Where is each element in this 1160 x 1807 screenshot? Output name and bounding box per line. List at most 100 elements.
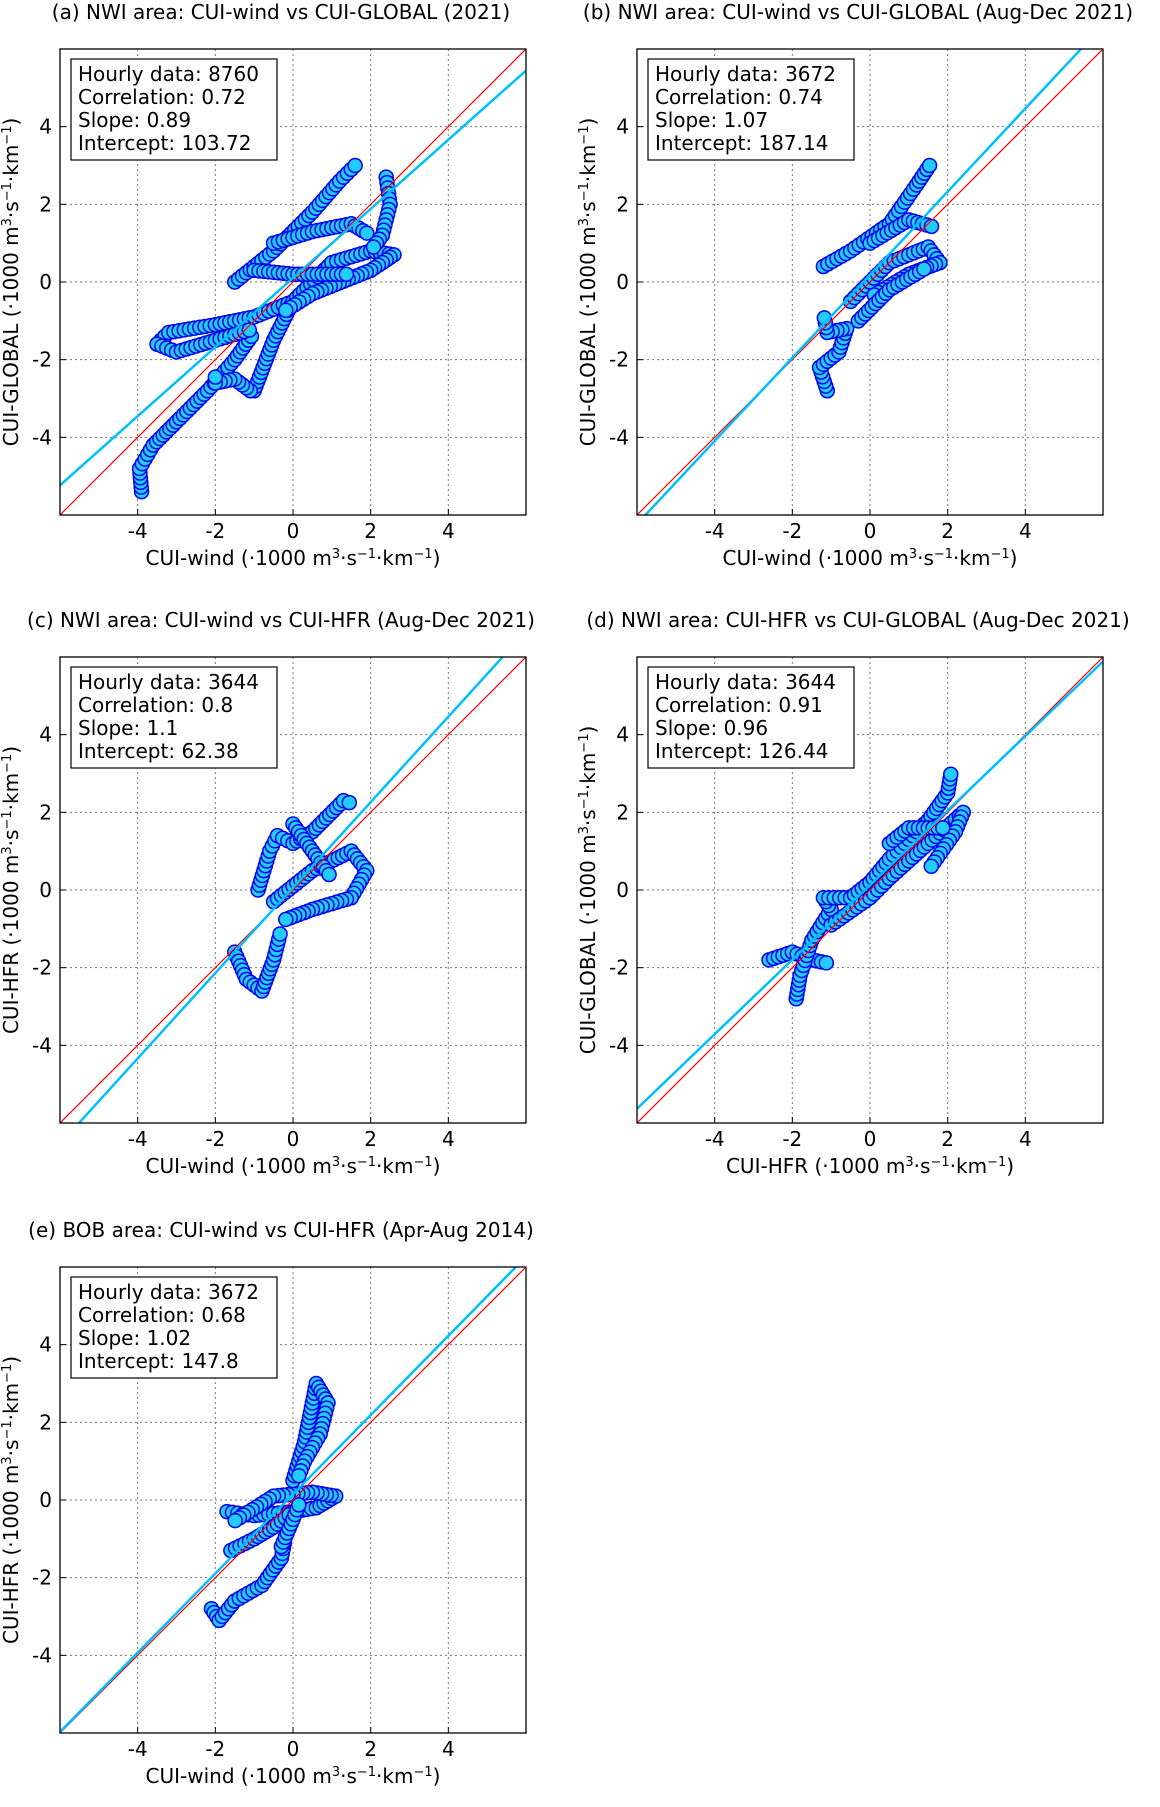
data-point — [818, 955, 835, 971]
stats-line: Hourly data: 3672 — [78, 1280, 259, 1304]
superscript: −1 — [413, 547, 432, 562]
stats-line: Intercept: 126.44 — [655, 739, 828, 763]
superscript: −1 — [577, 126, 592, 145]
data-point — [365, 239, 382, 255]
tick-label-y: -4 — [32, 425, 52, 449]
data-point — [923, 858, 940, 875]
superscript: 3 — [905, 1155, 913, 1170]
regression-line — [637, 660, 1103, 1110]
stats-line: Hourly data: 3644 — [78, 670, 259, 694]
tick-label-y: -2 — [609, 348, 629, 372]
label-part: ) — [433, 546, 441, 570]
panel-c: (c) NWI area: CUI-wind vs CUI-HFR (Aug-D… — [0, 608, 535, 1178]
regression-line — [60, 69, 526, 487]
panel-d: (d) NWI area: CUI-HFR vs CUI-GLOBAL (Aug… — [576, 608, 1130, 1178]
stats-line: Correlation: 0.68 — [78, 1303, 246, 1327]
label-part: ·km — [376, 1764, 413, 1788]
label-part: ·km — [376, 546, 413, 570]
label-part: ·s — [340, 1764, 357, 1788]
tick-label-y: 4 — [39, 723, 52, 747]
plot-area — [60, 1267, 526, 1733]
panel-a: (a) NWI area: CUI-wind vs CUI-GLOBAL (20… — [0, 0, 527, 570]
label-part: ·km — [376, 1154, 413, 1178]
superscript: −1 — [413, 1155, 432, 1170]
stats-line: Intercept: 147.8 — [78, 1349, 239, 1373]
tick-label-x: 0 — [287, 519, 300, 543]
tick-label-y: 2 — [39, 800, 52, 824]
tick-label-x: -4 — [128, 1127, 148, 1151]
y-axis-label: CUI-GLOBAL (·1000 m3·s−1·km−1) — [0, 118, 23, 447]
tick-label-y: -2 — [609, 956, 629, 980]
tick-label-x: 4 — [1019, 1127, 1032, 1151]
tick-label-y: 0 — [39, 270, 52, 294]
data-point — [921, 157, 938, 174]
superscript: −1 — [930, 1155, 949, 1170]
tick-label-x: 2 — [364, 1127, 377, 1151]
superscript: 3 — [577, 218, 592, 226]
superscript: 3 — [0, 1456, 15, 1464]
tick-label-y: 2 — [616, 192, 629, 216]
superscript: −1 — [0, 1420, 15, 1439]
data-point — [359, 225, 375, 241]
data-point — [278, 302, 294, 319]
tick-label-x: 4 — [442, 519, 455, 543]
stats-line: Slope: 1.02 — [78, 1326, 191, 1350]
tick-label-y: 4 — [39, 115, 52, 139]
chart-title: (e) BOB area: CUI-wind vs CUI-HFR (Apr-A… — [28, 1218, 534, 1242]
label-part: CUI-GLOBAL (·1000 m — [576, 226, 600, 446]
superscript: −1 — [357, 1765, 376, 1780]
label-part: ) — [433, 1154, 441, 1178]
regression-line — [77, 657, 505, 1123]
tick-label-x: 0 — [864, 519, 877, 543]
superscript: −1 — [0, 1364, 15, 1383]
tick-label-y: -2 — [32, 348, 52, 372]
label-part: ) — [1006, 1154, 1014, 1178]
tick-label-x: 2 — [364, 1737, 377, 1761]
label-part: CUI-wind (·1000 m — [146, 546, 332, 570]
x-axis-label: CUI-wind (·1000 m3·s−1·km−1) — [146, 546, 441, 570]
superscript: 3 — [332, 1155, 340, 1170]
stats-line: Slope: 0.96 — [655, 716, 768, 740]
label-part: ·km — [0, 1383, 23, 1420]
label-part: ) — [0, 118, 23, 126]
tick-label-y: 0 — [39, 878, 52, 902]
label-part: ·km — [576, 145, 600, 182]
label-part: ·s — [340, 1154, 357, 1178]
stats-line: Intercept: 187.14 — [655, 131, 828, 155]
tick-label-y: 2 — [616, 800, 629, 824]
superscript: −1 — [0, 126, 15, 145]
stats-line: Slope: 0.89 — [78, 108, 191, 132]
label-part: ·s — [0, 201, 23, 218]
superscript: 3 — [332, 547, 340, 562]
superscript: 3 — [577, 826, 592, 834]
stats-line: Correlation: 0.72 — [78, 85, 246, 109]
stats-line: Hourly data: 3672 — [655, 62, 836, 86]
y-axis-label: CUI-HFR (·1000 m3·s−1·km−1) — [0, 1356, 23, 1644]
tick-label-x: 4 — [1019, 519, 1032, 543]
tick-label-x: -4 — [128, 1737, 148, 1761]
tick-label-x: 0 — [287, 1127, 300, 1151]
label-part: ·km — [953, 546, 990, 570]
tick-label-x: 4 — [442, 1127, 455, 1151]
tick-label-y: -4 — [32, 1643, 52, 1667]
superscript: −1 — [577, 790, 592, 809]
x-axis-label: CUI-HFR (·1000 m3·s−1·km−1) — [726, 1154, 1014, 1178]
axes-frame — [59, 48, 527, 516]
label-part: ·s — [0, 830, 23, 847]
x-axis-label: CUI-wind (·1000 m3·s−1·km−1) — [146, 1764, 441, 1788]
plot-area — [60, 657, 526, 1123]
label-part: ·s — [0, 1440, 23, 1457]
superscript: −1 — [934, 547, 953, 562]
tick-label-y: 0 — [39, 1488, 52, 1512]
label-part: CUI-GLOBAL (·1000 m — [576, 834, 600, 1054]
plot-area — [637, 49, 1103, 515]
tick-label-x: -2 — [205, 1737, 225, 1761]
superscript: −1 — [577, 182, 592, 201]
chart-title: (a) NWI area: CUI-wind vs CUI-GLOBAL (20… — [52, 0, 510, 24]
stats-box — [70, 58, 278, 161]
data-point — [943, 766, 959, 783]
superscript: −1 — [577, 734, 592, 753]
plot-area — [60, 49, 526, 515]
label-part: ) — [0, 746, 23, 754]
